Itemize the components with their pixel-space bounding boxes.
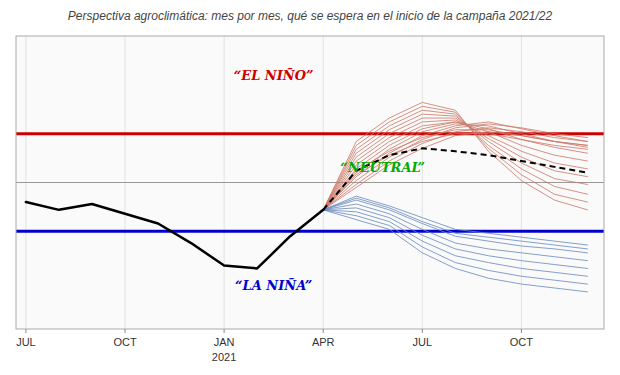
series-line bbox=[323, 204, 587, 261]
tick-label: APR bbox=[312, 336, 335, 348]
series-line bbox=[323, 114, 587, 210]
series-line bbox=[323, 210, 587, 276]
tick-label: OCT bbox=[510, 336, 534, 348]
reference-line bbox=[16, 230, 604, 233]
series-line bbox=[323, 106, 587, 210]
plot-background bbox=[16, 36, 604, 329]
tick-mark bbox=[422, 329, 423, 333]
axis-sublabel: 2021 bbox=[212, 351, 236, 363]
chart: JUL OCT JAN APR JUL OCT “EL NIÑO” “NEUTRAL” “LA … bbox=[0, 0, 620, 375]
series-line bbox=[323, 210, 587, 284]
reference-line bbox=[16, 182, 604, 183]
tick-label: JUL bbox=[16, 336, 36, 348]
series-line bbox=[323, 198, 587, 249]
annotation: “NEUTRAL” bbox=[340, 160, 425, 175]
series-line bbox=[26, 202, 323, 268]
series-line bbox=[323, 130, 587, 210]
plot-frame bbox=[16, 36, 604, 329]
series-line bbox=[323, 110, 587, 210]
tick-label: JUL bbox=[413, 336, 433, 348]
series-line bbox=[323, 210, 587, 292]
series-line bbox=[323, 196, 587, 245]
series-line bbox=[323, 148, 587, 210]
series-line bbox=[323, 200, 587, 253]
series-line bbox=[323, 132, 587, 210]
tick-mark bbox=[125, 329, 126, 333]
plot-area bbox=[16, 102, 604, 291]
series-line bbox=[323, 102, 587, 209]
tick-mark bbox=[25, 329, 26, 333]
tick-label: JAN bbox=[214, 336, 235, 348]
tick-mark bbox=[521, 329, 522, 333]
series-line bbox=[323, 208, 587, 269]
tick-label: OCT bbox=[113, 336, 137, 348]
series-line bbox=[323, 134, 587, 210]
tick-mark bbox=[224, 329, 225, 333]
title: Perspectiva agroclimática: mes por mes, … bbox=[68, 9, 553, 23]
annotation: “LA NIÑA” bbox=[235, 278, 312, 293]
tick-mark bbox=[323, 329, 324, 333]
annotation: “EL NIÑO” bbox=[234, 68, 314, 83]
